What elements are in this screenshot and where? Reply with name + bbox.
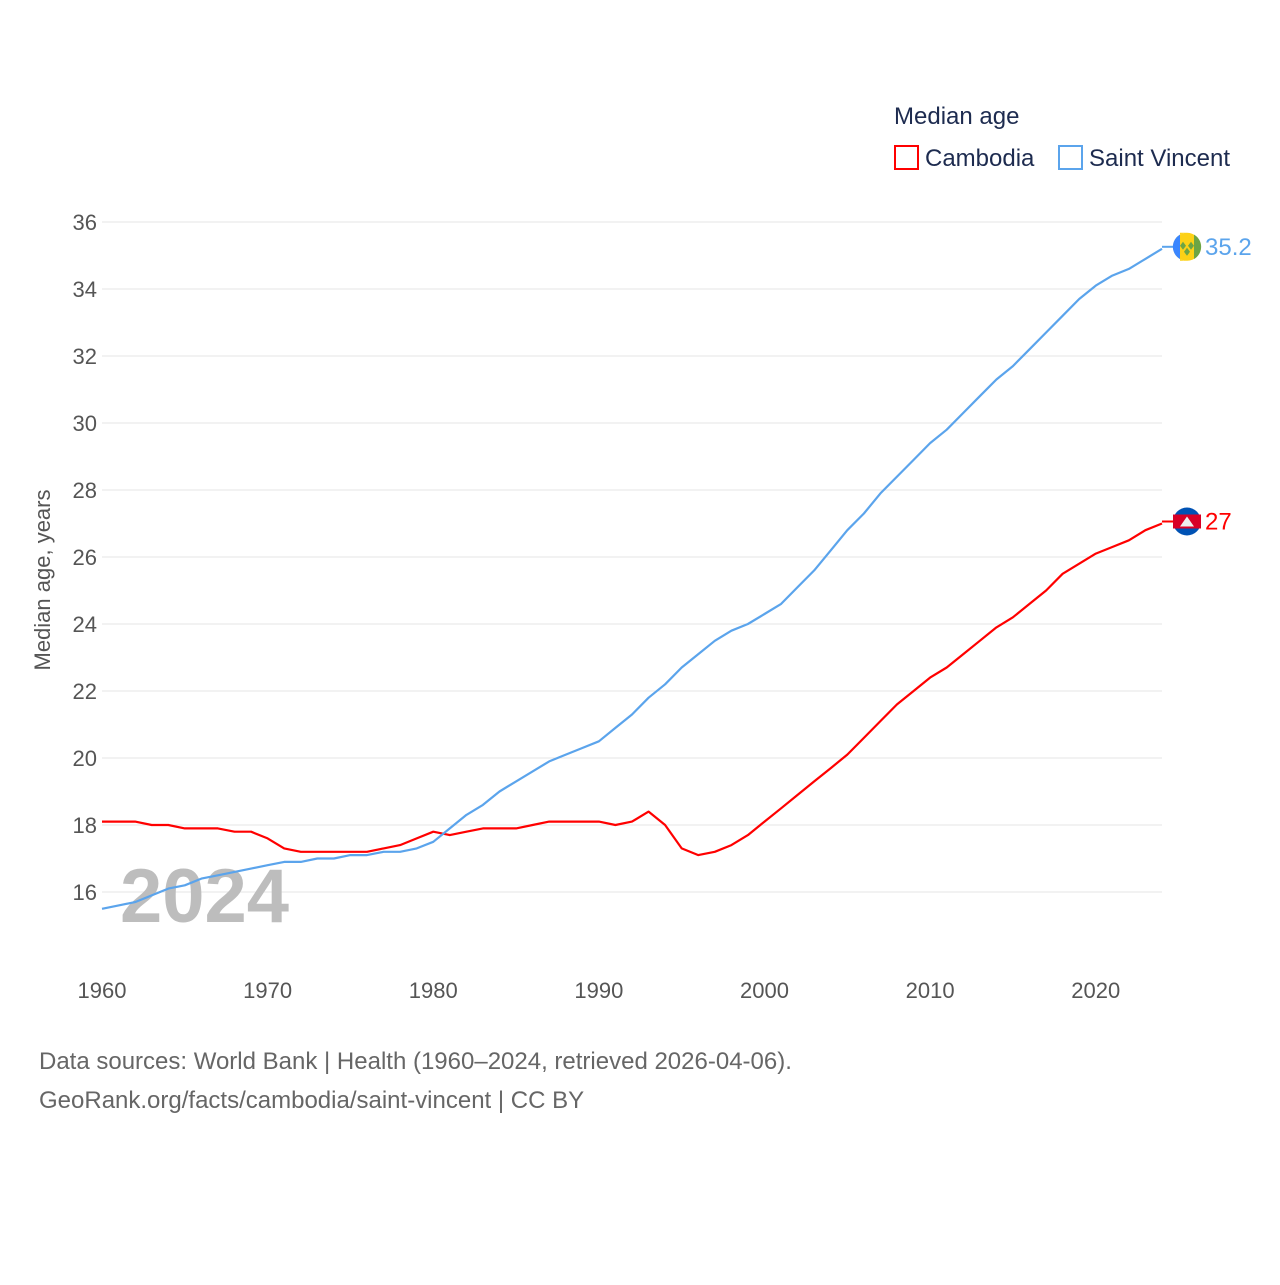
y-tick-label: 34 (73, 277, 97, 302)
y-tick-label: 30 (73, 411, 97, 436)
legend-item-cambodia[interactable]: Cambodia (894, 145, 1035, 172)
legend: Median age Cambodia Saint Vincent (894, 103, 1230, 172)
x-tick-label: 2010 (906, 978, 955, 1003)
y-axis: 16 18 20 22 24 26 28 30 32 34 36 (73, 210, 97, 905)
flag-diamond (1188, 241, 1194, 250)
legend-title: Median age (894, 103, 1019, 130)
series-line-cambodia (102, 522, 1163, 857)
legend-swatch-cambodia (894, 145, 919, 170)
series-line-saint-vincent (101, 247, 1163, 910)
y-axis-label: Median age, years (30, 490, 55, 671)
y-tick-label: 36 (73, 210, 97, 235)
x-tick-label: 1970 (243, 978, 292, 1003)
flag-diamond (1180, 241, 1186, 250)
footer-link[interactable]: GeoRank.org/facts/cambodia/saint-vincent… (39, 1087, 584, 1114)
y-tick-label: 32 (73, 344, 97, 369)
y-tick-label: 26 (73, 545, 97, 570)
legend-item-saint-vincent[interactable]: Saint Vincent (1058, 145, 1230, 172)
flag-temple (1180, 516, 1194, 527)
end-value-saint-vincent: 35.2 (1205, 234, 1252, 261)
legend-label-cambodia: Cambodia (925, 145, 1035, 172)
end-value-cambodia: 27 (1205, 509, 1232, 536)
y-tick-label: 22 (73, 679, 97, 704)
footer-source: Data sources: World Bank | Health (1960–… (39, 1048, 792, 1075)
grid (102, 221, 1162, 893)
flag-part (1194, 234, 1202, 259)
x-axis: 1960 1970 1980 1990 2000 2010 2020 (78, 978, 1121, 1003)
y-tick-label: 28 (73, 478, 97, 503)
y-tick-label: 20 (73, 746, 97, 771)
flag-diamond (1184, 247, 1190, 256)
flag-part (1172, 234, 1180, 259)
legend-label-saint-vincent: Saint Vincent (1089, 145, 1230, 172)
flag-cambodia-icon (1173, 507, 1201, 536)
x-tick-label: 1990 (574, 978, 623, 1003)
y-tick-label: 24 (73, 612, 97, 637)
y-tick-label: 16 (73, 880, 97, 905)
legend-swatch-saint-vincent (1058, 145, 1083, 170)
x-tick-label: 1980 (409, 978, 458, 1003)
series-lines (101, 247, 1163, 910)
flag-saint-vincent-icon (1172, 232, 1202, 261)
x-tick-label: 2020 (1071, 978, 1120, 1003)
end-labels: 27 35.2 (1162, 232, 1252, 536)
x-tick-label: 2000 (740, 978, 789, 1003)
y-tick-label: 18 (73, 813, 97, 838)
x-tick-label: 1960 (78, 978, 127, 1003)
